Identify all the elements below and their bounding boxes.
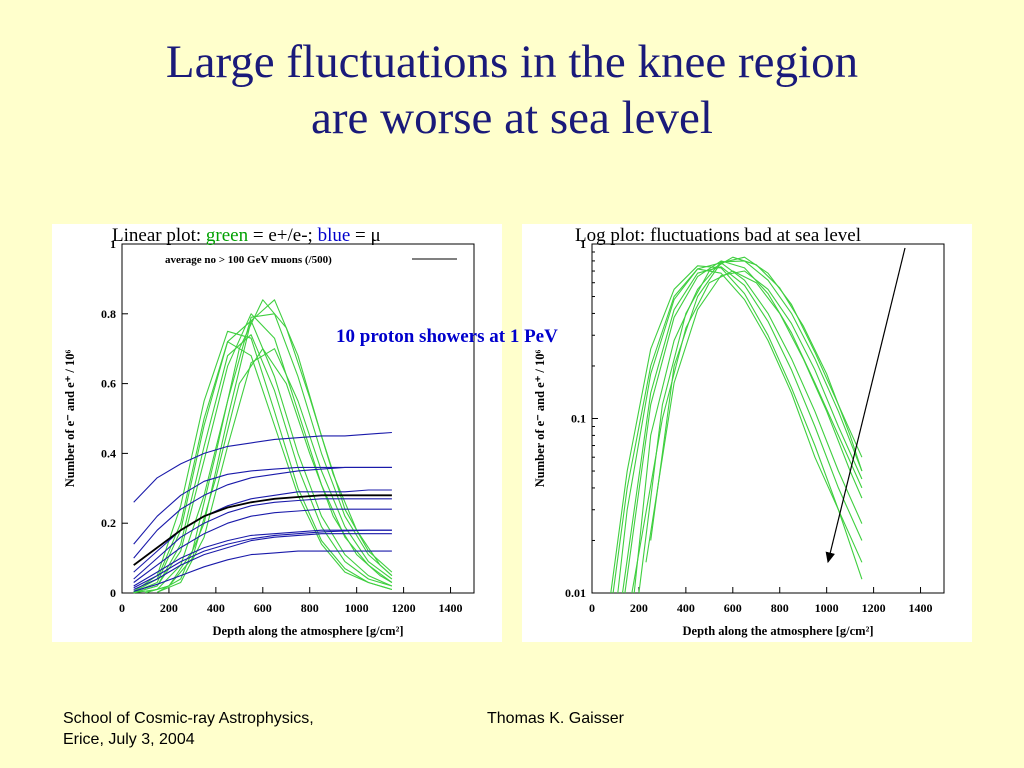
linear-caption-mid: = e+/e-; <box>248 225 318 246</box>
x-axis-label: Depth along the atmosphere [g/cm²] <box>683 624 874 638</box>
y-tick-label: 0.4 <box>101 446 116 460</box>
muon-series-line <box>133 529 392 589</box>
footer-left-line-2: Erice, July 3, 2004 <box>63 731 195 748</box>
legend-label: average no > 100 GeV muons (/500) <box>165 254 332 266</box>
linear-chart: 0 200 400 600 800 1000 1200 1400 0 0.2 0.4 0.6 0.8 1 D… <box>63 237 475 638</box>
title-line-2: are worse at sea level <box>311 92 713 144</box>
x-axis-label: Depth along the atmosphere [g/cm²] <box>213 624 404 638</box>
linear-chart-panel: 0 200 400 600 800 1000 1200 1400 0 0.2 0.4 0.6 0.8 1 D… <box>52 224 502 642</box>
x-tick-label: 200 <box>160 601 178 615</box>
muon-series-line <box>133 508 392 583</box>
log-chart-panel: 0 200 400 600 800 1000 1200 1400 0.01 0.1 1 Depth a… <box>522 224 972 642</box>
x-tick-label: 0 <box>119 601 125 615</box>
x-tick-label: 200 <box>630 601 648 615</box>
footer-left: School of Cosmic-ray Astrophysics, Erice… <box>63 708 314 750</box>
linear-caption: Linear plot: green = e+/e-; blue = μ <box>112 225 381 247</box>
x-tick-label: 400 <box>207 601 225 615</box>
x-tick-label: 800 <box>301 601 319 615</box>
plot-frame <box>121 243 475 594</box>
y-tick-label: 0.01 <box>565 586 586 600</box>
electron-series-line <box>133 313 393 594</box>
electron-series-line <box>145 348 393 594</box>
electron-series-line <box>650 256 863 541</box>
linear-caption-prefix: Linear plot: <box>112 225 206 246</box>
linear-caption-end: = μ <box>350 225 381 246</box>
slide-title: Large fluctuations in the knee region ar… <box>0 34 1024 146</box>
electron-series-line <box>645 270 863 563</box>
muon-series-line <box>133 431 392 503</box>
x-tick-label: 400 <box>677 601 695 615</box>
y-tick-label: 0.8 <box>101 307 116 321</box>
electron-series-line <box>631 270 863 594</box>
y-tick-label: 0 <box>110 586 116 600</box>
muon-series-line <box>133 498 392 580</box>
x-tick-label: 1200 <box>392 601 416 615</box>
y-tick-label: 0.1 <box>571 412 586 426</box>
x-tick-label: 1000 <box>815 601 839 615</box>
x-tick-label: 800 <box>771 601 789 615</box>
arrow-line <box>825 247 906 564</box>
muon-series-line <box>133 550 392 592</box>
electron-series-line <box>156 348 393 593</box>
log-chart: 0 200 400 600 800 1000 1200 1400 0.01 0.1 1 Depth a… <box>533 237 945 638</box>
electron-series-line <box>610 265 863 594</box>
muon-series-line <box>133 466 392 559</box>
y-axis-label: Number of e⁻ and e⁺ / 10⁶ <box>533 349 547 487</box>
electron-series-line <box>156 299 393 593</box>
x-tick-label: 600 <box>724 601 742 615</box>
y-axis-label: Number of e⁻ and e⁺ / 10⁶ <box>63 349 77 487</box>
title-line-1: Large fluctuations in the knee region <box>165 36 859 88</box>
showers-annotation: 10 proton showers at 1 PeV <box>336 326 558 347</box>
muon-series-line <box>133 529 392 587</box>
x-tick-label: 1000 <box>345 601 369 615</box>
y-tick-label: 0.2 <box>101 516 116 530</box>
x-tick-label: 600 <box>254 601 272 615</box>
y-tick-label: 0.6 <box>101 377 116 391</box>
electron-series-line <box>624 260 863 594</box>
x-tick-label: 0 <box>589 601 595 615</box>
linear-caption-green: green <box>205 225 249 246</box>
electron-series-line <box>145 299 393 594</box>
linear-caption-blue: blue <box>317 225 351 246</box>
x-tick-label: 1400 <box>909 601 933 615</box>
y-tick-label: 1 <box>580 237 586 251</box>
y-tick-label: 1 <box>110 237 116 251</box>
footer-center: Thomas K. Gaisser <box>487 710 624 727</box>
muon-series-line <box>133 533 392 591</box>
electron-series-line <box>621 266 863 594</box>
electron-series-line <box>612 268 863 594</box>
electron-series-line <box>133 330 393 592</box>
x-tick-label: 1400 <box>439 601 463 615</box>
footer-left-line-1: School of Cosmic-ray Astrophysics, <box>63 710 314 727</box>
x-tick-label: 1200 <box>862 601 886 615</box>
log-caption: Log plot: fluctuations bad at sea level <box>575 225 861 246</box>
average-series-line <box>133 494 392 566</box>
